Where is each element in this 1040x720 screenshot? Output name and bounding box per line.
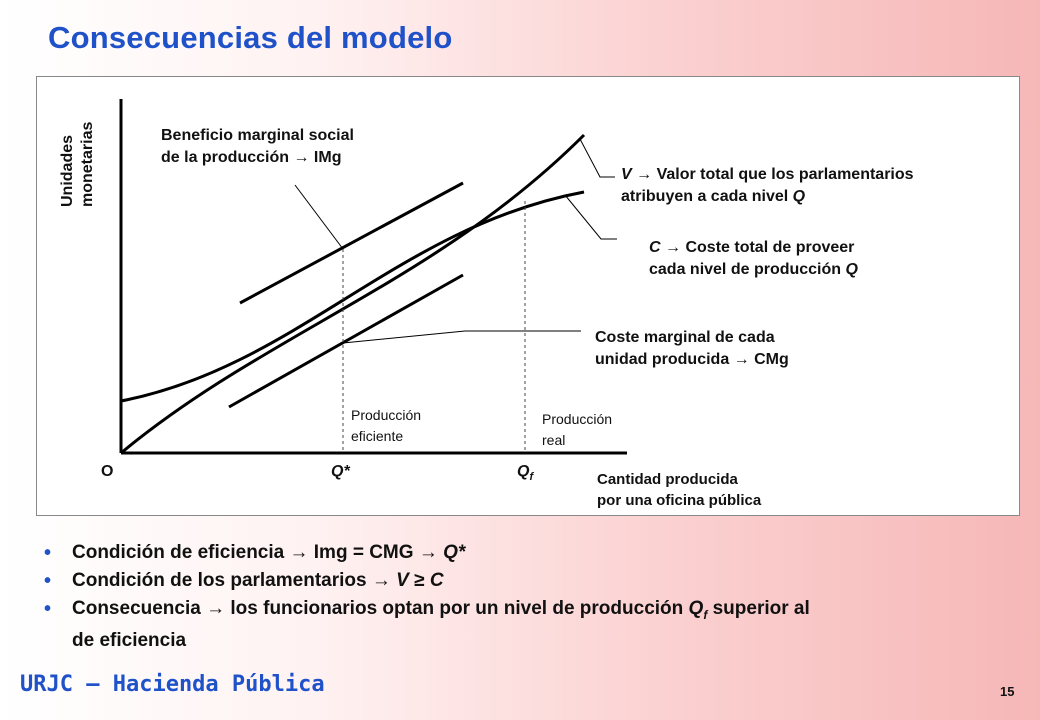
v-curve [120, 133, 586, 455]
bullet-dot: • [44, 542, 52, 564]
v-label: V → Valor total que los parlamentarios a… [621, 166, 914, 205]
page-number: 15 [1000, 684, 1015, 699]
bullet-dot: • [44, 570, 52, 592]
c-leader [564, 194, 617, 240]
q-star-label: Q* [331, 463, 350, 480]
cmg-tangent [228, 273, 464, 409]
y-axis-label-line1: Unidades [59, 134, 76, 207]
img-label: Beneficio marginal social de la producci… [161, 127, 354, 166]
diagram-svg [119, 99, 627, 455]
bullet-parliament: • Condición de los parlamentarios → V ≥ … [44, 570, 444, 592]
diagram-panel: Unidades monetarias Beneficio marginal s… [36, 76, 1020, 516]
efficient-production-label: Producción eficiente [351, 407, 422, 444]
cmg-label: Coste marginal de cada unidad producida … [595, 329, 789, 368]
q-f-label: Qf [517, 463, 534, 484]
img-leader [294, 184, 344, 250]
c-label: C → Coste total de proveer cada nivel de… [649, 239, 858, 278]
bullet-efficiency: • Condición de eficiencia → Img = CMG → … [44, 542, 466, 564]
y-axis-label: Unidades monetarias [51, 91, 107, 211]
x-axis-label: Cantidad producida por una oficina públi… [597, 471, 762, 509]
c-curve [120, 190, 585, 403]
bullet-dot: • [44, 598, 52, 620]
img-tangent [239, 181, 464, 305]
footer-institution: URJC – Hacienda Pública [20, 672, 325, 697]
slide-title: Consecuencias del modelo [48, 20, 453, 55]
bullet-consequence: • Consecuencia → los funcionarios optan … [44, 598, 810, 651]
real-production-label: Producción real [542, 411, 613, 448]
origin-label: O [101, 463, 114, 480]
bullet-list: • Condición de eficiencia → Img = CMG → … [44, 540, 1024, 656]
cmg-leader [342, 330, 466, 344]
v-leader [579, 138, 615, 178]
y-axis-label-line2: monetarias [79, 121, 96, 207]
